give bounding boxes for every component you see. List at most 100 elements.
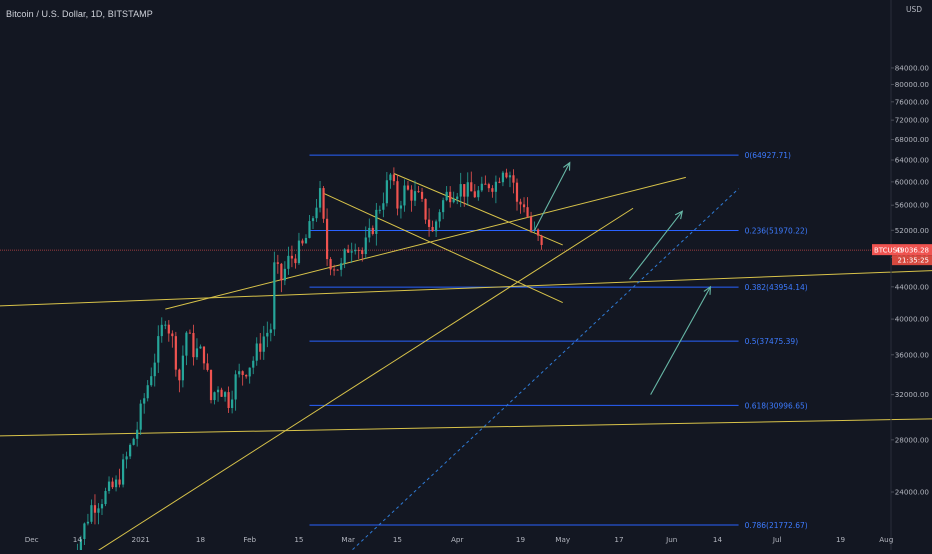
candle-body xyxy=(340,263,343,270)
candle-body xyxy=(477,190,480,198)
fib-level-label: 0.618(30996.65) xyxy=(745,401,808,410)
candle-body xyxy=(329,259,332,270)
candle-body xyxy=(280,263,283,281)
candle-body xyxy=(294,258,297,264)
candle-body xyxy=(420,191,424,199)
candle-body xyxy=(188,332,192,334)
candle-body xyxy=(427,219,431,227)
candle-body xyxy=(413,191,417,201)
candle-body xyxy=(216,389,220,393)
candle-body xyxy=(445,191,448,201)
time-tick-label: 14 xyxy=(73,535,83,544)
candle-body xyxy=(396,181,399,209)
price-tick-label: 68000.00 xyxy=(895,135,930,144)
candle-body xyxy=(508,175,512,178)
candle-body xyxy=(350,251,353,253)
candle-body xyxy=(255,343,258,361)
candle-body xyxy=(522,204,526,208)
price-tick-label: 44000.00 xyxy=(895,282,930,291)
projection-dashed-line xyxy=(347,188,739,554)
time-tick-label: Dec xyxy=(25,535,39,544)
candle-body xyxy=(459,184,462,197)
candle-body xyxy=(121,459,125,485)
candle-body xyxy=(259,343,262,352)
time-tick-label: Apr xyxy=(451,535,463,544)
price-tick-label: 32000.00 xyxy=(895,390,930,399)
price-tick-label: 84000.00 xyxy=(895,63,930,72)
candle-body xyxy=(157,336,160,363)
candle-body xyxy=(118,479,121,485)
candle-body xyxy=(174,336,177,370)
projection-arrow-shaft xyxy=(650,286,711,395)
candle-body xyxy=(79,539,82,554)
candle-body xyxy=(364,237,367,255)
candle-body xyxy=(107,481,111,492)
candle-body xyxy=(438,212,441,222)
currency-label: USD xyxy=(906,5,922,14)
candle-body xyxy=(287,255,290,269)
candle-body xyxy=(498,181,501,183)
candle-body xyxy=(403,185,406,206)
price-badge-symbol: BTCUSD xyxy=(874,247,903,255)
candle-body xyxy=(231,399,234,408)
candles xyxy=(73,167,543,554)
candle-body xyxy=(136,429,139,439)
candle-body xyxy=(322,188,325,219)
candle-body xyxy=(213,392,216,401)
candle-body xyxy=(487,184,490,189)
time-axis: Dec 14 2021 18 Feb 15 Mar 15 Apr 19 May 17 Jun 14 Jul 1… xyxy=(25,535,894,544)
candle-body xyxy=(276,262,279,264)
price-tick-label: 24000.00 xyxy=(895,488,930,497)
candle-body xyxy=(505,172,508,178)
candle-body xyxy=(129,444,132,457)
candle-body xyxy=(100,504,104,509)
candle-body xyxy=(473,191,476,198)
candle-body xyxy=(540,235,543,245)
time-tick-label: Feb xyxy=(243,535,256,544)
candle-body xyxy=(202,346,206,364)
projection-arrows[interactable] xyxy=(534,161,712,395)
candle-body xyxy=(178,369,181,381)
price-tick-label: 52000.00 xyxy=(895,226,930,235)
candle-body xyxy=(273,262,276,330)
candle-body xyxy=(512,175,515,183)
candle-body xyxy=(347,249,350,253)
candle-body xyxy=(466,182,469,197)
candle-body xyxy=(238,371,241,375)
price-axis: USD 24000.00 28000.00 32000.00 36000.00 40000… xyxy=(890,0,930,550)
trendline-rising-trend xyxy=(98,207,634,551)
candle-body xyxy=(209,369,213,401)
trendlines[interactable] xyxy=(0,173,932,554)
candle-body xyxy=(318,188,322,208)
time-tick-label: Mar xyxy=(341,535,355,544)
candle-body xyxy=(526,207,529,217)
time-tick-label: 18 xyxy=(196,535,206,544)
candle-body xyxy=(125,456,128,460)
candle-body xyxy=(290,255,294,259)
candle-body xyxy=(417,191,420,193)
time-tick-label: 19 xyxy=(516,535,526,544)
projection-arrow-shaft xyxy=(534,162,571,231)
price-tick-label: 28000.00 xyxy=(895,435,930,444)
price-badge-countdown: 21:35:25 xyxy=(898,257,929,265)
time-tick-label: Jun xyxy=(665,535,677,544)
candle-body xyxy=(378,209,381,211)
chart-title: Bitcoin / U.S. Dollar, 1D, BITSTAMP xyxy=(6,9,153,19)
candle-body xyxy=(463,184,466,197)
candle-body xyxy=(192,332,195,358)
price-tick-label: 76000.00 xyxy=(895,97,930,106)
candle-body xyxy=(269,329,272,333)
candle-body xyxy=(392,174,396,182)
candle-body xyxy=(143,398,146,404)
candle-body xyxy=(333,269,336,271)
candle-body xyxy=(104,491,107,505)
trendline-lower-support xyxy=(0,418,932,437)
candle-body xyxy=(132,438,135,445)
candle-body xyxy=(90,505,93,522)
candle-body xyxy=(368,227,371,238)
candle-body xyxy=(410,189,413,201)
